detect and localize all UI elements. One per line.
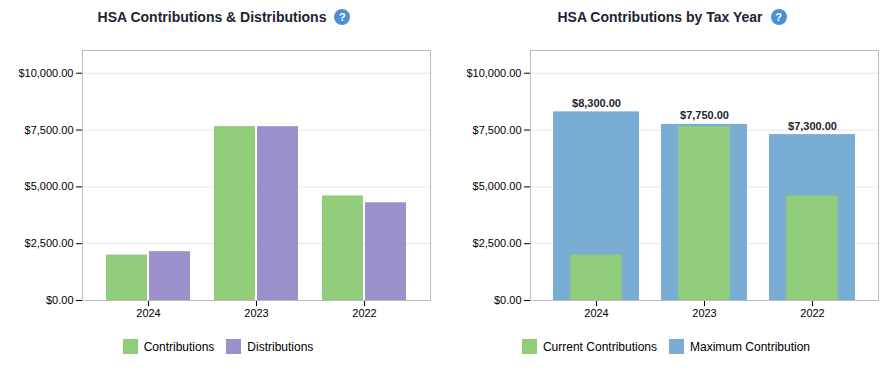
html-text:HSA Contributions & Distributi: HSA Contributions & Distributions <box>97 9 327 25</box>
svg-text:$10,000.00: $10,000.00 <box>466 67 521 79</box>
svg-text:$0.00: $0.00 <box>46 294 74 306</box>
svg-text:2022: 2022 <box>800 307 824 319</box>
svg-text:$5,000.00: $5,000.00 <box>25 180 74 192</box>
svg-text:2022: 2022 <box>352 307 376 319</box>
svg-text:$10,000.00: $10,000.00 <box>18 67 73 79</box>
svg-text:2023: 2023 <box>692 307 716 319</box>
html-text:Contributions: Contributions <box>143 339 215 354</box>
svg-text:$0.00: $0.00 <box>494 294 522 306</box>
html-text:Maximum Contribution: Maximum Contribution <box>690 339 810 354</box>
svg-text:$2,500.00: $2,500.00 <box>473 237 522 249</box>
html-text:Current Contributions: Current Contributions <box>542 339 657 354</box>
svg-text:$8,300.00: $8,300.00 <box>572 97 621 109</box>
svg-text:$7,300.00: $7,300.00 <box>788 120 837 132</box>
svg-text:$7,750.00: $7,750.00 <box>680 109 729 121</box>
svg-text:2024: 2024 <box>136 307 160 319</box>
svg-text:2023: 2023 <box>244 307 268 319</box>
svg-text:$7,500.00: $7,500.00 <box>473 124 522 136</box>
html-text:Distributions: Distributions <box>247 339 314 354</box>
html-text:HSA Contributions by Tax Year: HSA Contributions by Tax Year <box>557 9 763 25</box>
svg-text:$5,000.00: $5,000.00 <box>473 180 522 192</box>
svg-text:$7,500.00: $7,500.00 <box>25 124 74 136</box>
svg-text:2024: 2024 <box>584 307 608 319</box>
svg-text:$2,500.00: $2,500.00 <box>25 237 74 249</box>
